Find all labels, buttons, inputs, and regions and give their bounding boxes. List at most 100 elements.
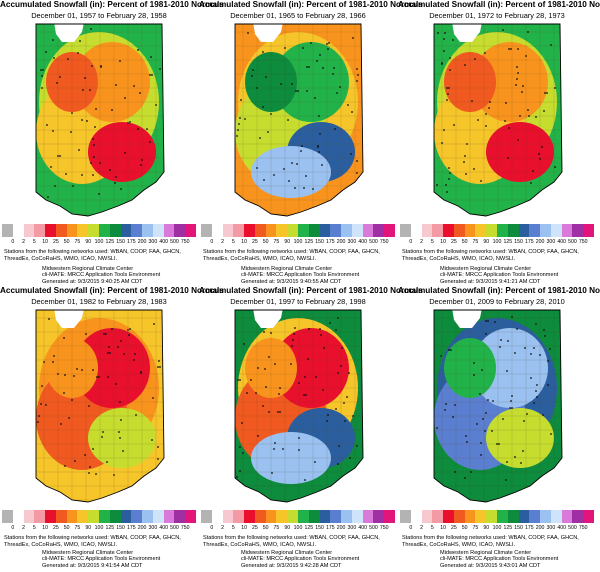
station-dot (473, 362, 475, 364)
legend-swatch (453, 510, 466, 523)
station-dot (151, 439, 153, 441)
lake-michigan (452, 22, 482, 42)
station-dot (356, 68, 358, 70)
legend-label: 150 (116, 525, 125, 531)
legend-label: 200 (535, 525, 545, 531)
station-dot (530, 182, 532, 184)
station-dot (517, 72, 519, 74)
legend-swatch (23, 510, 35, 523)
legend-swatch (373, 224, 385, 237)
panel-date-range: December 01, 1965 to February 28, 1966 (230, 11, 366, 20)
legend-swatch (351, 224, 364, 237)
station-dot (547, 360, 549, 362)
station-dot (288, 180, 290, 182)
station-dot (128, 334, 130, 336)
station-dot (157, 458, 159, 460)
station-dot (446, 99, 448, 101)
station-dot (436, 427, 438, 429)
station-dot (154, 190, 156, 192)
map-panel: Accumulated Snowfall (in): Percent of 19… (398, 0, 600, 286)
station-dot (45, 51, 47, 53)
legend-labels: 0 2 5 10 25 50 75 90 100 125 150 175 200 300 400 500 750 (2, 239, 196, 247)
map-region (251, 146, 331, 198)
station-dot (240, 99, 242, 101)
station-dot (491, 430, 493, 432)
color-legend (201, 224, 396, 238)
station-dot (273, 174, 275, 176)
legend-swatch (222, 224, 234, 237)
legend-swatch (330, 510, 342, 523)
station-dot (329, 322, 331, 324)
station-dot (310, 42, 312, 44)
station-dot (352, 415, 354, 417)
station-dot (291, 345, 293, 347)
lake-michigan (54, 308, 84, 328)
station-dot (335, 329, 337, 331)
credit-block: Midwestern Regional Climate Center cli-MA… (440, 266, 590, 285)
credit-line: Generated at: 9/3/2015 9:41:54 AM CDT (42, 562, 143, 569)
legend-label: 50 (63, 525, 70, 531)
station-dot (65, 173, 67, 175)
station-dot (480, 454, 482, 456)
station-dot (122, 450, 124, 452)
station-dot (473, 374, 475, 376)
station-dot (47, 196, 49, 198)
station-dot (527, 31, 529, 33)
legend-swatch (583, 510, 595, 523)
station-dot (73, 375, 75, 377)
lake-michigan (253, 22, 283, 42)
color-legend (400, 510, 595, 524)
legend-swatch (308, 224, 321, 237)
station-dot (278, 393, 280, 395)
legend-label: 400 (358, 525, 367, 531)
station-dot (68, 417, 70, 419)
station-dot (298, 437, 300, 439)
legend-swatch (131, 224, 143, 237)
station-dot (302, 47, 304, 49)
station-dot (129, 328, 131, 330)
station-dot (159, 366, 161, 368)
station-dot (72, 185, 74, 187)
legend-label: 200 (137, 239, 147, 245)
station-dot (520, 462, 522, 464)
legend-swatch (12, 224, 25, 237)
legend-label: 10 (440, 239, 446, 245)
station-dot (354, 183, 356, 185)
legend-swatch (23, 224, 35, 237)
station-dot (293, 333, 295, 335)
legend-swatch (384, 510, 396, 523)
snowfall-map (231, 308, 365, 506)
legend-swatch (185, 224, 197, 237)
legend-swatch (163, 510, 175, 523)
credit-block: Midwestern Regional Climate Center cli-MA… (42, 266, 192, 285)
legend-label: 90 (85, 239, 92, 245)
station-dot (524, 347, 526, 349)
legend-swatch (384, 224, 396, 237)
station-dot (135, 414, 137, 416)
station-dot (99, 162, 101, 164)
station-dot (466, 441, 468, 443)
legend-label: 75 (273, 525, 280, 531)
stations-note: Stations from the following networks use… (203, 249, 380, 262)
legend-swatch (99, 224, 111, 237)
station-dot (137, 49, 139, 51)
station-dot (339, 86, 341, 88)
legend-label: 750 (379, 239, 389, 245)
station-dot (502, 418, 504, 420)
legend-swatch (453, 224, 466, 237)
station-dot (246, 392, 248, 394)
station-dot (82, 89, 84, 91)
station-dot (242, 452, 244, 454)
station-dot (351, 111, 353, 113)
legend-swatch (464, 510, 476, 523)
station-dot (494, 321, 496, 323)
legend-label: 200 (336, 239, 346, 245)
station-dot (350, 153, 352, 155)
legend-label: 25 (450, 525, 457, 531)
station-dot (300, 150, 302, 152)
legend-label: 10 (42, 239, 48, 245)
legend-label: 10 (241, 239, 247, 245)
station-dot (535, 390, 537, 392)
station-dot (452, 416, 454, 418)
station-dot (323, 347, 325, 349)
